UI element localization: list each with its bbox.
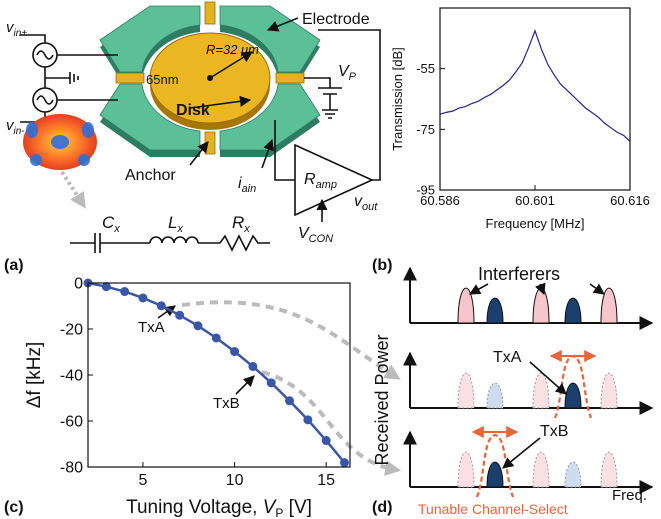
label: Tunable Channel-Select	[418, 501, 568, 517]
signal	[487, 298, 503, 323]
data-point	[138, 293, 147, 302]
x-tick-label: 60.616	[610, 193, 650, 208]
data-point	[230, 347, 239, 356]
data-point	[193, 321, 202, 330]
label: iain	[238, 175, 256, 195]
interferer	[458, 373, 474, 408]
x-tick-label: 60.586	[420, 193, 460, 208]
data-point	[248, 362, 257, 371]
signal	[487, 383, 503, 408]
label: Electrode	[302, 11, 370, 28]
label: TxB	[540, 423, 568, 440]
interferer	[533, 373, 549, 408]
interferer	[601, 373, 617, 408]
signal	[565, 298, 581, 323]
label: Disk	[176, 102, 210, 119]
y-axis-label: Transmission [dB]	[390, 47, 405, 151]
label: vout	[354, 193, 378, 213]
label: vin+	[6, 19, 27, 39]
label: vin-	[6, 117, 25, 137]
label: R=32 μm	[206, 42, 259, 57]
y-tick-label: -55	[416, 61, 435, 76]
plot-frame	[88, 283, 350, 467]
data-point	[285, 396, 294, 405]
data-point	[157, 301, 166, 310]
x-axis-label: Frequency [MHz]	[486, 216, 585, 231]
data-point	[120, 287, 129, 296]
interferer	[458, 452, 474, 487]
y-axis-label: Received Power	[372, 334, 392, 465]
interferer	[601, 452, 617, 487]
data-line	[88, 283, 345, 463]
y-axis-label: Δf [kHz]	[24, 342, 45, 409]
label: Lx	[168, 213, 183, 235]
y-tick-label: 0	[74, 276, 83, 293]
x-axis-label: Freq.	[612, 487, 647, 504]
label: Rx	[232, 213, 250, 235]
panel-label: (c)	[4, 499, 24, 516]
panel-label: (d)	[372, 499, 392, 516]
interferer	[533, 288, 549, 323]
y-tick-label: -80	[60, 460, 83, 477]
y-tick-label: -20	[60, 322, 83, 339]
label: Cx	[102, 213, 120, 235]
y-tick-label: -75	[416, 122, 435, 137]
data-point	[212, 333, 221, 342]
data-point	[340, 458, 349, 467]
signal	[565, 462, 581, 487]
label: Anchor	[125, 167, 176, 184]
device	[20, 2, 380, 253]
interferer	[533, 452, 549, 487]
x-tick-label: 15	[317, 472, 335, 489]
label: VCON	[298, 225, 333, 245]
label: VP	[338, 63, 357, 83]
annotation: TxA	[138, 319, 165, 336]
data-point	[303, 415, 312, 424]
panel-label: (a)	[4, 257, 24, 274]
label: TxA	[493, 349, 522, 366]
signal	[565, 383, 581, 408]
label: Interferers	[478, 264, 560, 284]
x-axis-label: Tuning Voltage, VP [V]	[126, 497, 312, 519]
label: 65nm	[146, 72, 179, 87]
x-tick-label: 5	[139, 472, 148, 489]
y-tick-label: -40	[60, 368, 83, 385]
annotation: TxB	[213, 395, 240, 412]
panel-label: (b)	[372, 257, 392, 274]
x-tick-label: 10	[226, 472, 244, 489]
plot-frame	[440, 8, 630, 190]
x-tick-label: 60.601	[515, 193, 555, 208]
data-line	[440, 31, 630, 142]
spectrum-diagram	[410, 268, 652, 497]
data-point	[175, 311, 184, 320]
figure: (a) (b) (c) (d) Electrode 65nm R	[0, 0, 661, 519]
data-point	[322, 436, 331, 445]
y-tick-label: -60	[60, 414, 83, 431]
data-point	[267, 378, 276, 387]
signal	[487, 462, 503, 487]
